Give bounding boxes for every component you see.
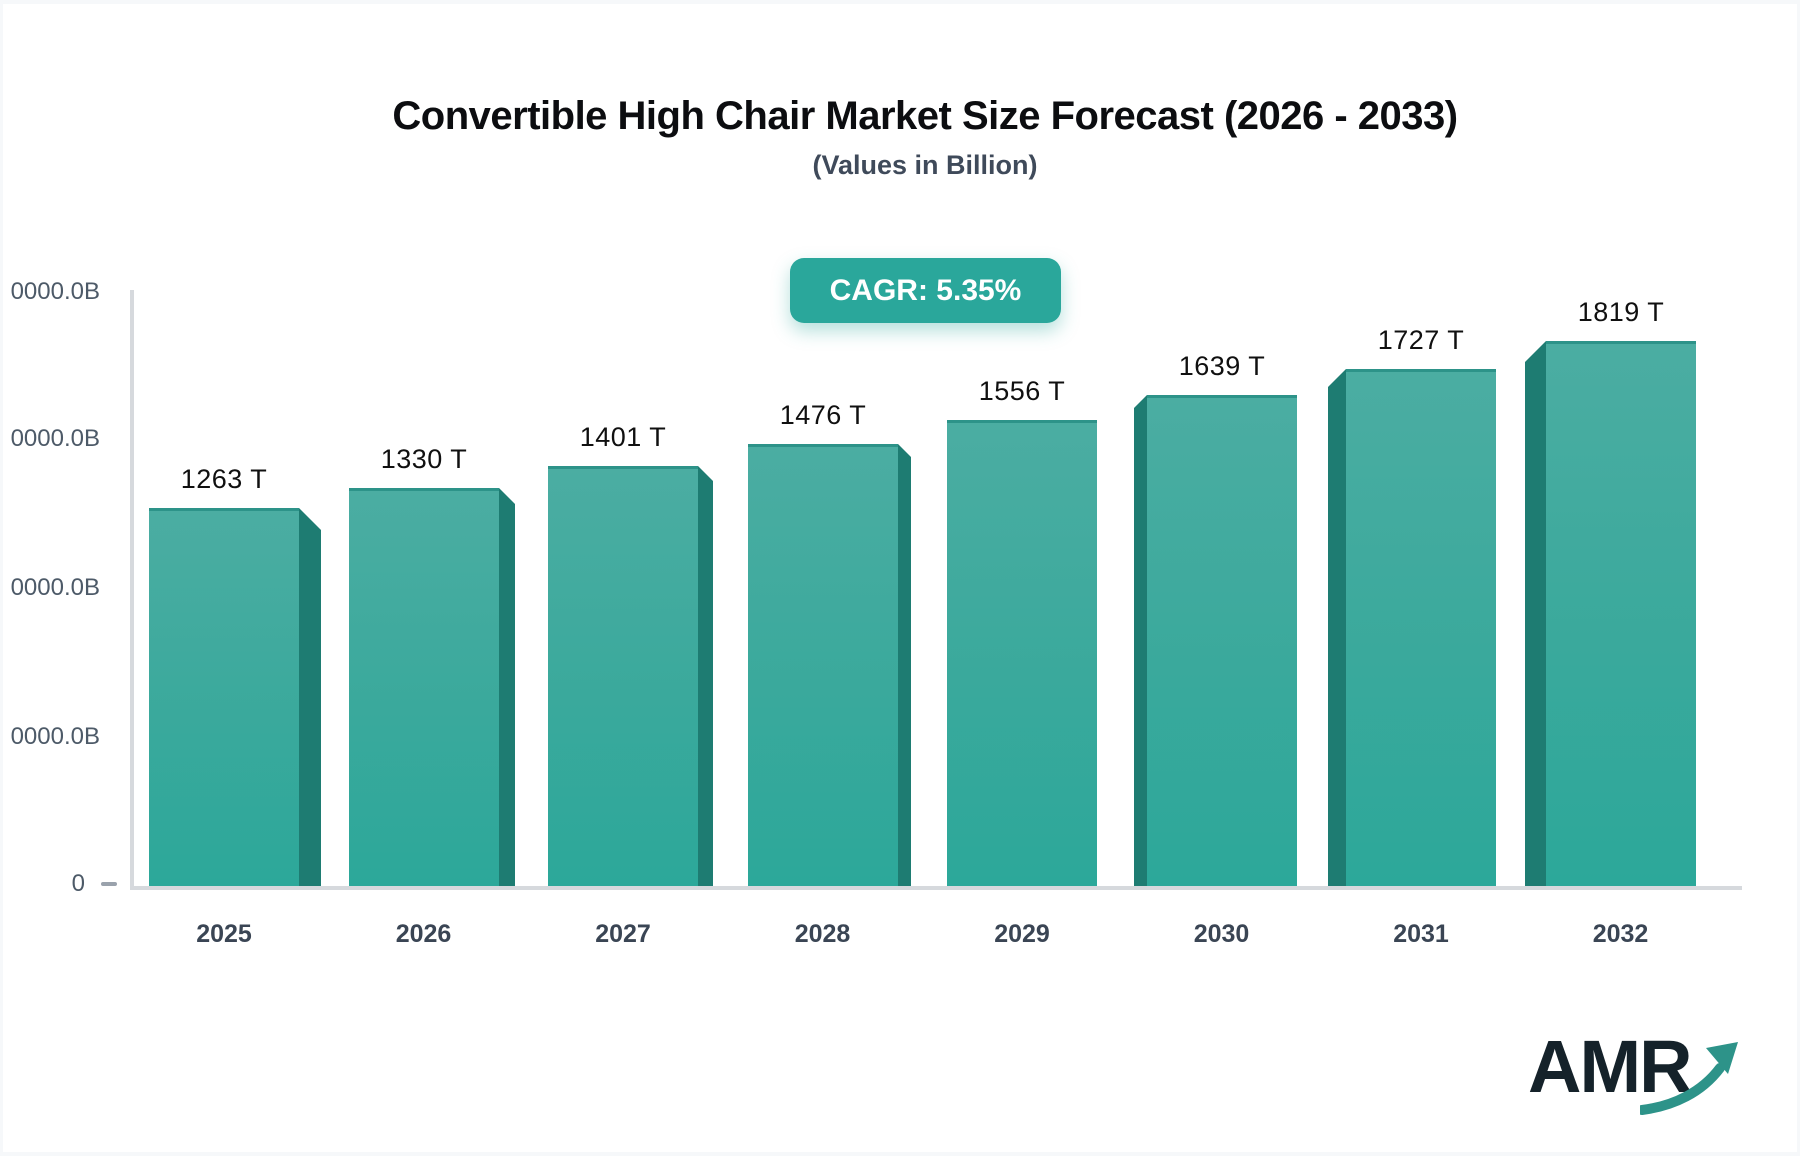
- bar-value-label: 1819 T: [1577, 297, 1665, 327]
- bar-value-label: 1263 T: [180, 464, 268, 494]
- bar-2030: [1147, 395, 1297, 886]
- x-axis-label-2031: 2031: [1393, 920, 1449, 948]
- page-left-border: [0, 0, 3, 1156]
- bar-3d-side: [1525, 341, 1546, 886]
- x-axis-label-2025: 2025: [196, 920, 252, 948]
- bar-2027: [548, 466, 698, 886]
- bar-value-label: 1476 T: [779, 400, 867, 430]
- x-axis-label-2030: 2030: [1193, 920, 1250, 948]
- bar-3d-side: [299, 508, 321, 886]
- y-axis-tick-label: 0000.0B: [10, 723, 100, 750]
- x-axis-label-2028: 2028: [794, 920, 851, 948]
- bar-3d-side: [499, 488, 515, 886]
- bar-2029: [947, 420, 1097, 886]
- bar-3d-side: [1328, 369, 1346, 886]
- y-axis-line: [130, 290, 134, 888]
- bar-3d-side: [1134, 395, 1147, 886]
- y-axis-tick-label: 0000.0B: [10, 425, 100, 452]
- y-axis-zero-tick-mark: [101, 882, 117, 886]
- chart-title: Convertible High Chair Market Size Forec…: [392, 94, 1458, 138]
- bar-value-label: 1401 T: [579, 422, 667, 452]
- x-axis-line: [130, 886, 1742, 890]
- x-axis-label-2026: 2026: [395, 920, 452, 948]
- bar-2025: [149, 508, 299, 886]
- page-bottom-border: [0, 1152, 1800, 1156]
- y-axis-tick-label: 0000.0B: [10, 574, 100, 601]
- cagr-badge: CAGR: 5.35%: [790, 258, 1061, 323]
- bar-2028: [748, 444, 898, 886]
- bar-2032: [1546, 341, 1696, 886]
- x-axis-label-2027: 2027: [595, 920, 651, 948]
- page-top-border: [0, 0, 1800, 4]
- y-axis-zero-label: 0: [71, 870, 85, 897]
- chart-subtitle: (Values in Billion): [812, 150, 1038, 180]
- amr-logo: AMR: [1528, 1025, 1738, 1122]
- y-axis-tick-label: 0000.0B: [10, 278, 100, 305]
- growth-arrow-icon: [1640, 1042, 1738, 1115]
- bar-value-label: 1556 T: [978, 376, 1066, 406]
- bar-value-label: 1639 T: [1178, 351, 1266, 381]
- x-axis-label-2032: 2032: [1592, 920, 1649, 948]
- amr-logo-text: AMR: [1528, 1025, 1693, 1108]
- bar-2026: [349, 488, 499, 886]
- page-right-border: [1797, 0, 1800, 1156]
- bar-value-label: 1330 T: [380, 444, 468, 474]
- bar-value-label: 1727 T: [1377, 325, 1465, 355]
- bar-2031: [1346, 369, 1496, 886]
- bar-3d-side: [698, 466, 713, 886]
- bar-3d-side: [898, 444, 911, 886]
- x-axis-label-2029: 2029: [994, 920, 1050, 948]
